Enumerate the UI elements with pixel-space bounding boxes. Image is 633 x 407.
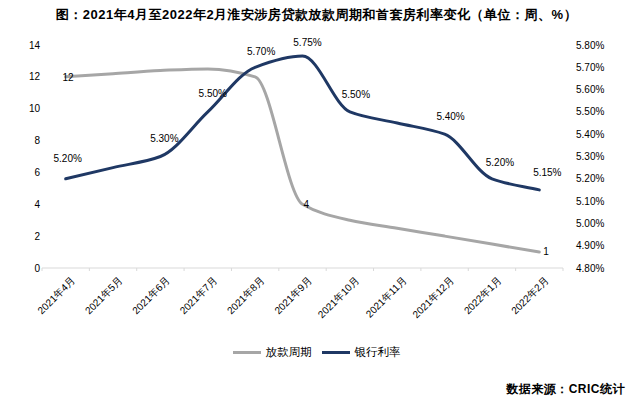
bank-rate-data-label: 5.75% xyxy=(293,37,321,48)
x-axis-tick: 2021年5月 xyxy=(83,275,125,317)
bank-rate-data-label: 5.40% xyxy=(436,111,464,122)
bank-rate-data-label: 5.50% xyxy=(199,88,227,99)
bank-rate-line xyxy=(66,56,540,190)
y-axis-right-tick: 5.80% xyxy=(576,40,604,51)
y-axis-right-tick: 5.10% xyxy=(576,196,604,207)
chart-page: 图：2021年4月至2022年2月淮安涉房贷款放款周期和首套房利率变化（单位：周… xyxy=(0,0,633,407)
bank-rate-data-label: 5.50% xyxy=(342,89,370,100)
bank-rate-line-swatch xyxy=(322,351,350,354)
loan-cycle-data-label: 1 xyxy=(543,246,549,257)
y-axis-right-tick: 5.70% xyxy=(576,62,604,73)
loan-cycle-data-label: 12 xyxy=(63,72,75,83)
y-axis-right-tick: 5.40% xyxy=(576,129,604,140)
y-axis-right-tick: 5.30% xyxy=(576,151,604,162)
dual-axis-line-chart: 024681012144.80%4.90%5.00%5.10%5.20%5.30… xyxy=(0,0,633,340)
y-axis-right-tick: 4.80% xyxy=(576,263,604,274)
y-axis-left-tick: 6 xyxy=(34,167,40,178)
x-axis-tick: 2021年8月 xyxy=(225,275,267,317)
legend-label-bank-rate: 银行利率 xyxy=(355,345,401,360)
bank-rate-data-label: 5.70% xyxy=(247,46,275,57)
x-axis-tick: 2022年1月 xyxy=(462,275,504,317)
data-source: 数据来源：CRIC统计 xyxy=(506,381,625,398)
y-axis-right-tick: 5.20% xyxy=(576,173,604,184)
y-axis-right-tick: 5.00% xyxy=(576,218,604,229)
x-axis-tick: 2021年12月 xyxy=(410,275,456,321)
bank-rate-data-label: 5.15% xyxy=(533,167,561,178)
x-axis-tick: 2022年2月 xyxy=(509,275,551,317)
bank-rate-data-label: 5.30% xyxy=(150,133,178,144)
x-axis-tick: 2021年11月 xyxy=(364,275,409,320)
x-axis-tick: 2021年6月 xyxy=(130,275,172,317)
loan-cycle-line-swatch xyxy=(233,351,261,354)
y-axis-right-tick: 4.90% xyxy=(576,240,604,251)
legend-item-loan-cycle: 放款周期 xyxy=(233,345,312,360)
x-axis-tick: 2021年4月 xyxy=(36,275,78,317)
x-axis-tick: 2021年10月 xyxy=(316,275,362,321)
y-axis-left-tick: 4 xyxy=(34,199,40,210)
y-axis-right-tick: 5.50% xyxy=(576,106,604,117)
loan-cycle-data-label: 4 xyxy=(304,199,310,210)
y-axis-left-tick: 8 xyxy=(34,135,40,146)
x-axis-tick: 2021年7月 xyxy=(178,275,220,317)
bank-rate-data-label: 5.20% xyxy=(54,153,82,164)
y-axis-left-tick: 10 xyxy=(29,103,41,114)
y-axis-left-tick: 12 xyxy=(29,71,41,82)
bank-rate-data-label: 5.20% xyxy=(486,157,514,168)
legend: 放款周期 银行利率 xyxy=(0,345,633,360)
y-axis-left-tick: 2 xyxy=(34,231,40,242)
x-axis xyxy=(42,268,563,271)
x-axis-tick: 2021年9月 xyxy=(272,275,314,317)
y-axis-left-tick: 0 xyxy=(34,263,40,274)
y-axis-left-tick: 14 xyxy=(29,40,41,51)
legend-item-bank-rate: 银行利率 xyxy=(322,345,401,360)
loan-cycle-line xyxy=(66,69,540,252)
y-axis-right-tick: 5.60% xyxy=(576,84,604,95)
legend-label-loan-cycle: 放款周期 xyxy=(266,345,312,360)
